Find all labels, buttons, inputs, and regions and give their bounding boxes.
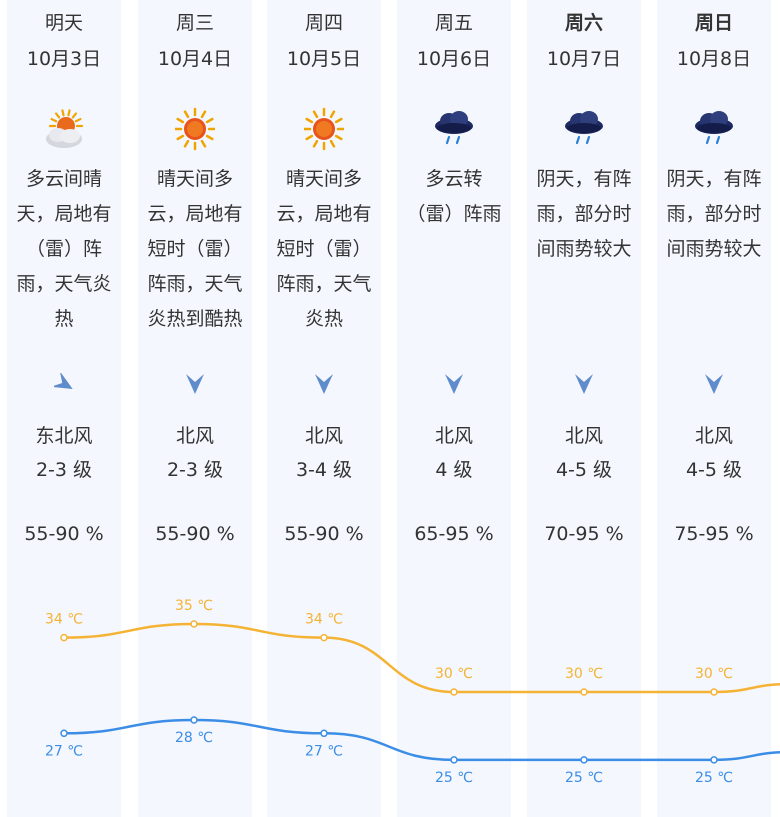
wind-direction: 北风 xyxy=(304,425,343,447)
day-date: 10月4日 xyxy=(157,48,233,70)
low-temperature-point xyxy=(710,756,718,764)
rain-cloud-icon xyxy=(694,106,734,152)
high-temperature-label: 30 ℃ xyxy=(435,666,473,682)
low-temperature-point xyxy=(60,729,68,738)
day-name: 周日 xyxy=(694,12,733,34)
wind-direction: 北风 xyxy=(175,425,214,447)
rain-cloud-icon xyxy=(564,106,604,152)
forecast-day-column[interactable]: 明天 10月3日 多云间晴天，局地有（雷）阵雨，天气炎热 东北风 2-3 级 5… xyxy=(7,0,121,817)
wind-level: 4-5 级 xyxy=(685,459,743,481)
high-temperature-point xyxy=(320,633,328,642)
forecast-day-column[interactable]: 周五 10月6日 多云转（雷）阵雨 北风 4 级 65-95 % xyxy=(397,0,511,817)
low-temperature-label: 28 ℃ xyxy=(175,730,213,746)
wind-level: 3-4 级 xyxy=(295,459,353,481)
weather-description: 晴天间多云，局地有短时（雷）阵雨，天气炎热到酷热 xyxy=(147,168,243,330)
wind-direction: 北风 xyxy=(564,425,603,447)
high-temperature-point xyxy=(710,688,718,696)
day-date: 10月8日 xyxy=(676,48,752,70)
day-name: 周三 xyxy=(175,12,214,34)
high-temperature-label: 35 ℃ xyxy=(175,598,213,614)
high-temperature-label: 30 ℃ xyxy=(695,666,733,682)
weather-description: 晴天间多云，局地有短时（雷）阵雨，天气炎热 xyxy=(276,168,372,330)
wind-direction-north-arrow-icon xyxy=(574,373,594,395)
day-name: 明天 xyxy=(44,12,83,34)
day-date: 10月5日 xyxy=(286,48,362,70)
low-temperature-label: 25 ℃ xyxy=(695,770,733,786)
wind-level: 4-5 级 xyxy=(555,459,613,481)
humidity-range: 65-95 % xyxy=(414,523,494,545)
wind-level: 4 级 xyxy=(435,459,473,481)
low-temperature-point xyxy=(580,756,588,764)
humidity-range: 70-95 % xyxy=(544,523,624,545)
forecast-day-column[interactable]: 周三 10月4日 晴天间多云，局地有短时（雷）阵雨，天气炎热到酷热 北风 2-3… xyxy=(138,0,252,817)
weather-description: 多云间晴天，局地有（雷）阵雨，天气炎热 xyxy=(16,168,112,330)
high-temperature-label: 30 ℃ xyxy=(565,666,603,682)
wind-level: 2-3 级 xyxy=(35,459,93,481)
wind-direction-north-arrow-icon xyxy=(704,373,724,395)
high-temperature-label: 34 ℃ xyxy=(305,612,343,628)
forecast-day-column[interactable]: 周四 10月5日 晴天间多云，局地有短时（雷）阵雨，天气炎热 北风 3-4 级 … xyxy=(267,0,381,817)
day-date: 10月3日 xyxy=(26,48,102,70)
rain-cloud-icon xyxy=(434,106,474,152)
low-temperature-label: 25 ℃ xyxy=(435,770,473,786)
low-temperature-line xyxy=(63,718,780,762)
wind-direction-north-arrow-icon xyxy=(185,373,205,395)
day-name: 周六 xyxy=(564,12,603,34)
low-temperature-label: 27 ℃ xyxy=(305,743,343,759)
humidity-range: 75-95 % xyxy=(674,523,754,545)
wind-direction: 北风 xyxy=(434,425,473,447)
weather-description: 阴天，有阵雨，部分时间雨势较大 xyxy=(666,168,762,260)
high-temperature-label: 34 ℃ xyxy=(45,612,83,628)
weather-description: 多云转（雷）阵雨 xyxy=(406,168,502,225)
high-temperature-point xyxy=(60,633,68,642)
weather-description: 阴天，有阵雨，部分时间雨势较大 xyxy=(536,168,632,260)
wind-direction-northeast-arrow-icon xyxy=(50,371,74,395)
high-temperature-point xyxy=(450,688,458,696)
high-temperature-line xyxy=(63,622,780,694)
day-name: 周五 xyxy=(434,12,473,34)
wind-direction: 东北风 xyxy=(35,425,93,447)
low-temperature-point xyxy=(190,716,198,724)
forecast-day-column[interactable]: 周日 10月8日 阴天，有阵雨，部分时间雨势较大 北风 4-5 级 75-95 … xyxy=(657,0,771,817)
sun-icon xyxy=(302,106,346,152)
forecast-day-column[interactable]: 周六 10月7日 阴天，有阵雨，部分时间雨势较大 北风 4-5 级 70-95 … xyxy=(527,0,641,817)
day-name: 周四 xyxy=(304,12,343,34)
low-temperature-point xyxy=(450,756,458,764)
low-temperature-label: 27 ℃ xyxy=(45,743,83,759)
low-temperature-label: 25 ℃ xyxy=(565,770,603,786)
day-date: 10月7日 xyxy=(546,48,622,70)
humidity-range: 55-90 % xyxy=(24,523,104,545)
sun-icon xyxy=(173,106,217,152)
wind-direction: 北风 xyxy=(694,425,733,447)
high-temperature-point xyxy=(580,688,588,696)
wind-direction-north-arrow-icon xyxy=(444,373,464,395)
low-temperature-point xyxy=(320,729,328,738)
wind-direction-north-arrow-icon xyxy=(314,373,334,395)
day-date: 10月6日 xyxy=(416,48,492,70)
wind-level: 2-3 级 xyxy=(166,459,224,481)
humidity-range: 55-90 % xyxy=(155,523,235,545)
high-temperature-point xyxy=(190,620,198,628)
partly-cloudy-sun-icon xyxy=(44,106,84,152)
humidity-range: 55-90 % xyxy=(284,523,364,545)
